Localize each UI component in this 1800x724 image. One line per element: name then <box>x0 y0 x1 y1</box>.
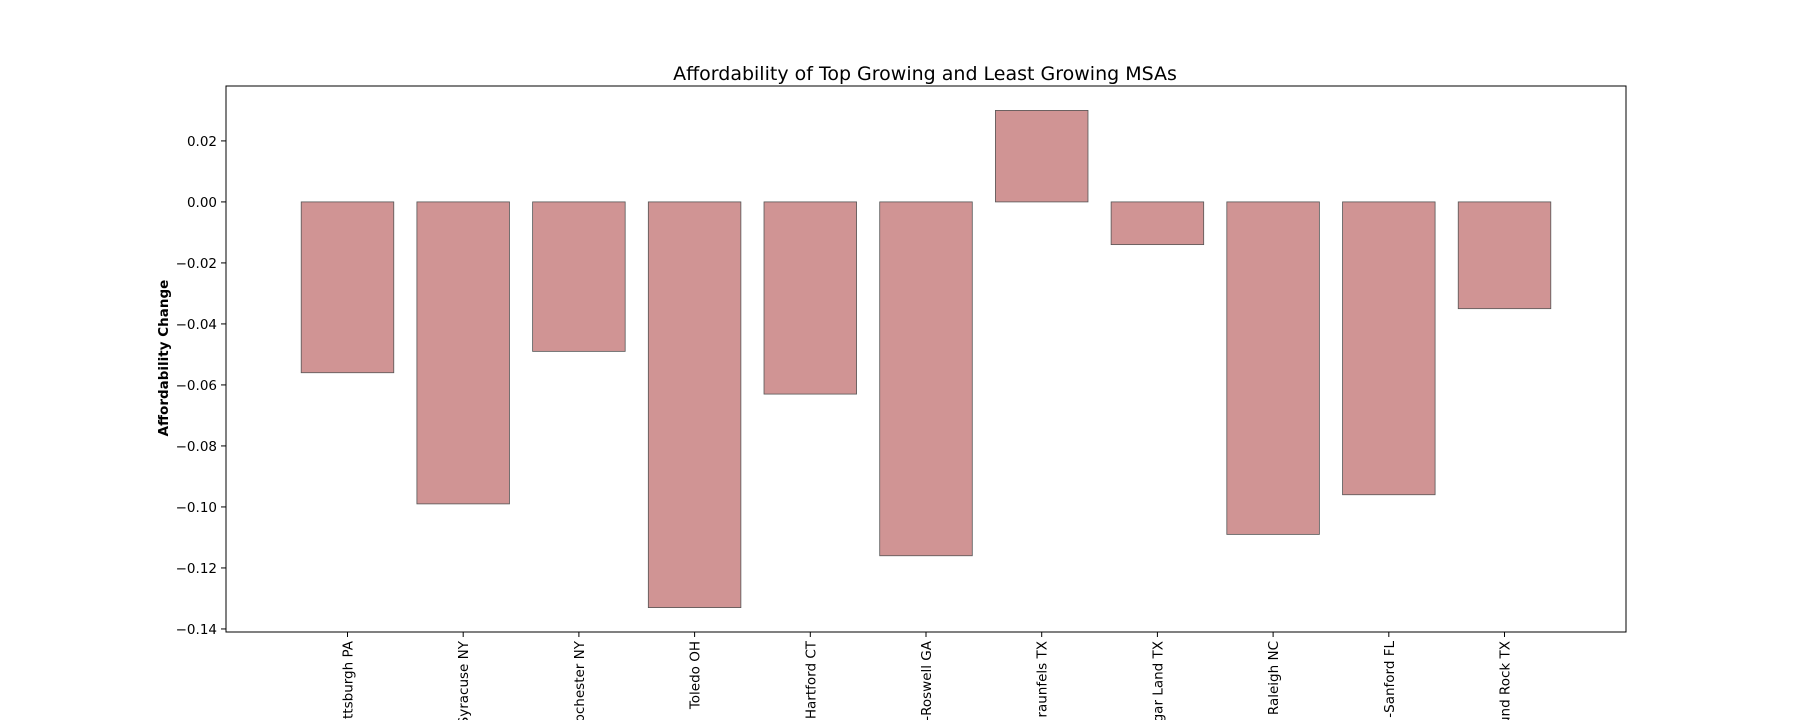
y-tick-label: 0.00 <box>187 195 217 211</box>
y-axis-title: Affordability Change <box>156 280 172 437</box>
x-tick-label: -Roswell GA <box>919 640 935 720</box>
y-tick-label: −0.06 <box>176 378 217 394</box>
bar-5 <box>879 201 973 557</box>
chart-title: Affordability of Top Growing and Least G… <box>673 63 1177 85</box>
x-tick-label: ochester NY <box>572 640 588 720</box>
bar-9 <box>1342 201 1436 496</box>
plot-area: 0.02 0.00 −0.02 −0.04 −0.06 −0.08 −0.10 −0.12 −0… <box>176 85 1627 724</box>
x-tick-label: ttsburgh PA <box>340 640 356 719</box>
x-tick-label: raunfels TX <box>1035 641 1051 718</box>
x-tick-label: Hartford CT <box>803 640 819 719</box>
y-tick-label: −0.08 <box>176 439 217 455</box>
x-tick-label: Toledo OH <box>688 641 704 710</box>
y-tick-label: −0.10 <box>176 500 217 516</box>
y-tick-label: −0.12 <box>176 561 217 577</box>
bar-4 <box>763 201 857 395</box>
y-tick-label: −0.14 <box>176 622 217 638</box>
bar-1 <box>416 201 510 505</box>
y-tick-label: 0.02 <box>187 134 217 150</box>
x-tick-label: gar Land TX <box>1150 641 1166 720</box>
bar-7 <box>1110 201 1205 246</box>
y-tick-label: −0.04 <box>176 317 217 333</box>
bar-10 <box>1457 201 1552 310</box>
bar-3 <box>647 201 742 608</box>
x-tick-label: Raleigh NC <box>1266 641 1282 715</box>
bar-6 <box>995 110 1089 203</box>
x-tick-label: -Sanford FL <box>1382 641 1398 718</box>
x-tick-label: und Rock TX <box>1498 641 1514 720</box>
y-tick-label: −0.02 <box>176 256 217 272</box>
bar-8 <box>1226 201 1320 535</box>
x-tick-label: Syracuse NY <box>456 640 472 720</box>
bar-2 <box>532 201 626 352</box>
bar-0 <box>300 201 395 374</box>
